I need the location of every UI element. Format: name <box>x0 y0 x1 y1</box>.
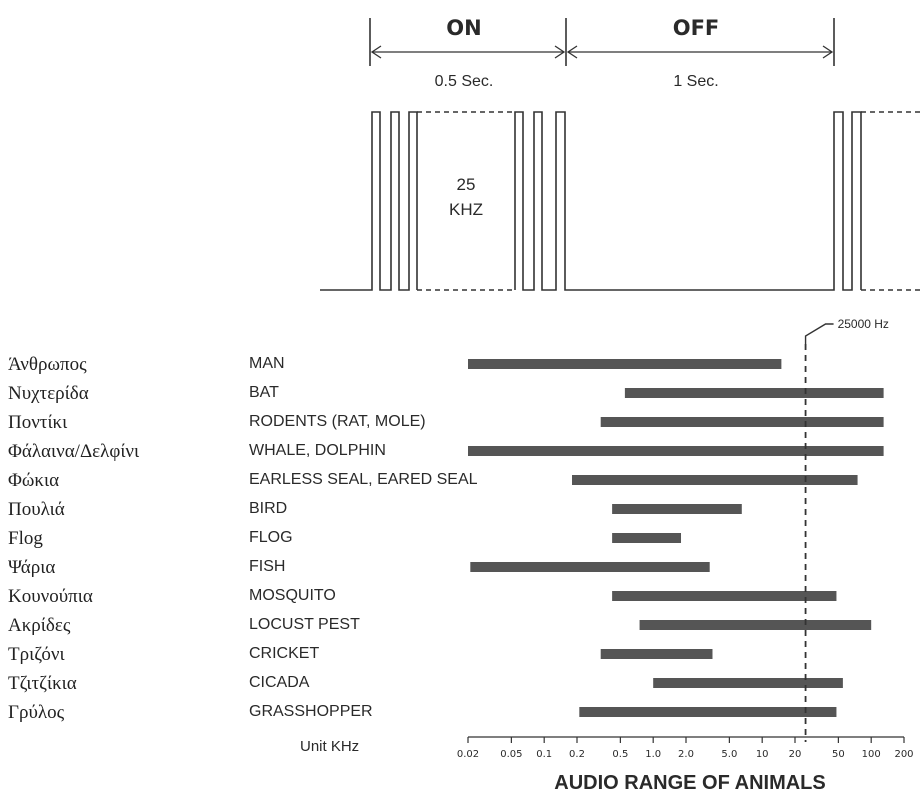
on-label: ON <box>446 16 481 40</box>
greek-label: Τριζόνι <box>8 644 65 665</box>
category-label: MAN <box>249 355 285 372</box>
category-label: BIRD <box>249 500 287 517</box>
range-bar <box>612 504 742 514</box>
reference-label: 25000 Hz <box>838 317 889 331</box>
greek-label: Γρύλος <box>8 702 65 723</box>
category-label: FISH <box>249 558 285 575</box>
range-bar <box>579 707 837 717</box>
greek-label: Τζιτζίκια <box>8 673 77 694</box>
greek-label: Ψάρια <box>8 557 55 578</box>
x-tick-label: 100 <box>862 749 881 760</box>
x-tick-label: 10 <box>756 749 769 760</box>
category-label: LOCUST PEST <box>249 616 360 633</box>
x-tick-label: 5.0 <box>721 749 737 760</box>
frequency-unit: KHZ <box>449 200 483 219</box>
category-label: EARLESS SEAL, EARED SEAL <box>249 471 478 488</box>
greek-label: Ακρίδες <box>8 615 71 636</box>
x-tick-label: 20 <box>789 749 802 760</box>
category-label: CICADA <box>249 674 310 691</box>
range-bars <box>468 359 884 717</box>
x-tick-label: 0.02 <box>457 749 479 760</box>
category-label: GRASSHOPPER <box>249 703 373 720</box>
range-bar <box>612 533 682 543</box>
greek-label: Κουνούπια <box>8 586 93 607</box>
x-tick-label: 200 <box>894 749 913 760</box>
off-duration-label: 1 Sec. <box>673 73 718 90</box>
reference-label-leader <box>804 323 834 344</box>
greek-label: Πουλιά <box>8 499 65 520</box>
x-axis-ticks: 0.02 0.05 0.1 0.2 0.5 1.0 2.0 5.0 10 20 50 100 200 <box>457 737 914 760</box>
x-tick-label: 2.0 <box>678 749 694 760</box>
timing-diagram: ON OFF 0.5 Sec. 1 Sec. 25 KHZ <box>320 16 924 291</box>
frequency-value: 25 <box>457 175 476 194</box>
range-bar <box>470 562 710 572</box>
greek-label: Φώκια <box>8 470 59 491</box>
on-duration-label: 0.5 Sec. <box>435 73 494 90</box>
range-bar <box>639 620 872 630</box>
greek-label: Άνθρωπος <box>8 354 87 375</box>
range-bar <box>653 678 843 688</box>
pulse-waveform <box>320 111 862 291</box>
range-bar <box>624 388 884 398</box>
category-labels: MAN BAT RODENTS (RAT, MOLE) WHALE, DOLPHIN E… <box>249 355 478 720</box>
off-label: OFF <box>673 16 720 40</box>
range-bar <box>468 446 884 456</box>
x-tick-label: 0.1 <box>536 749 552 760</box>
greek-labels: Άνθρωπος Νυχτερίδα Ποντίκι Φάλαινα/Δελφίνι Φ… <box>8 354 140 723</box>
chart-title: AUDIO RANGE OF ANIMALS <box>554 772 825 794</box>
x-tick-label: 0.5 <box>612 749 628 760</box>
category-label: BAT <box>249 384 279 401</box>
off-duration-arrow <box>566 45 834 59</box>
category-label: FLOG <box>249 529 293 546</box>
range-bar <box>600 649 713 659</box>
greek-label: Flog <box>8 528 43 549</box>
category-label: RODENTS (RAT, MOLE) <box>249 413 426 430</box>
category-label: WHALE, DOLPHIN <box>249 442 386 459</box>
greek-label: Ποντίκι <box>8 412 68 433</box>
pulse-continuation-dashes <box>417 111 924 291</box>
x-tick-label: 50 <box>832 749 845 760</box>
x-tick-label: 0.05 <box>500 749 522 760</box>
range-bar <box>612 591 837 601</box>
category-label: MOSQUITO <box>249 587 336 604</box>
x-tick-label: 0.2 <box>569 749 585 760</box>
category-label: CRICKET <box>249 645 319 662</box>
greek-label: Φάλαινα/Δελφίνι <box>8 441 140 462</box>
range-bar <box>600 417 884 427</box>
range-bar <box>468 359 782 369</box>
greek-label: Νυχτερίδα <box>8 383 89 404</box>
range-bar <box>572 475 858 485</box>
on-duration-arrow <box>370 45 566 59</box>
unit-label: Unit KHz <box>300 738 359 755</box>
x-tick-label: 1.0 <box>645 749 661 760</box>
audio-range-chart: Άνθρωπος Νυχτερίδα Ποντίκι Φάλαινα/Δελφίνι Φ… <box>8 317 914 794</box>
